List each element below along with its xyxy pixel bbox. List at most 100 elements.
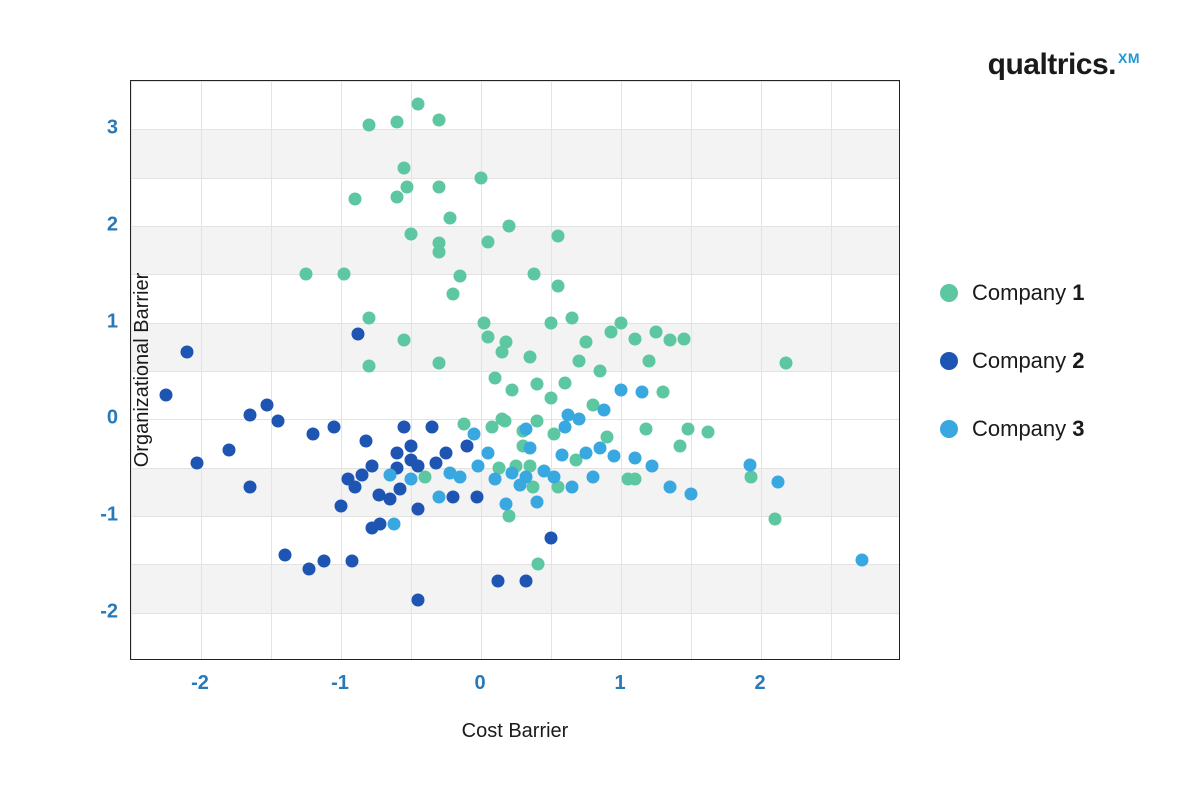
x-tick: -2 (191, 672, 209, 695)
data-point (645, 459, 658, 472)
data-point (363, 311, 376, 324)
data-point (489, 371, 502, 384)
data-point (160, 389, 173, 402)
data-point (503, 510, 516, 523)
data-point (566, 481, 579, 494)
data-point (608, 450, 621, 463)
grid-band (131, 564, 899, 612)
data-point (318, 555, 331, 568)
grid-band (131, 226, 899, 274)
grid-hline (131, 371, 899, 372)
data-point (491, 574, 504, 587)
data-point (400, 181, 413, 194)
data-point (430, 456, 443, 469)
data-point (745, 471, 758, 484)
data-point (701, 425, 714, 438)
data-point (260, 398, 273, 411)
grid-vline (271, 81, 272, 659)
data-point (475, 171, 488, 184)
grid-vline (411, 81, 412, 659)
legend-marker-icon (940, 352, 958, 370)
data-point (685, 487, 698, 500)
grid-vline (481, 81, 482, 659)
data-point (433, 113, 446, 126)
data-point (391, 191, 404, 204)
x-tick: 1 (614, 672, 625, 695)
data-point (769, 512, 782, 525)
legend-label: Company 3 (972, 416, 1085, 442)
data-point (531, 495, 544, 508)
data-point (519, 423, 532, 436)
data-point (531, 377, 544, 390)
grid-hline (131, 274, 899, 275)
data-point (461, 440, 474, 453)
data-point (412, 594, 425, 607)
grid-hline (131, 178, 899, 179)
data-point (552, 279, 565, 292)
data-point (559, 421, 572, 434)
data-point (673, 440, 686, 453)
data-point (307, 427, 320, 440)
data-point (594, 365, 607, 378)
data-point (454, 471, 467, 484)
data-point (615, 384, 628, 397)
data-point (482, 331, 495, 344)
data-point (780, 357, 793, 370)
grid-vline (341, 81, 342, 659)
data-point (573, 413, 586, 426)
data-point (552, 229, 565, 242)
data-point (433, 181, 446, 194)
data-point (573, 355, 586, 368)
data-point (629, 452, 642, 465)
data-point (398, 162, 411, 175)
grid-vline (831, 81, 832, 659)
data-point (351, 328, 364, 341)
data-point (393, 482, 406, 495)
data-point (388, 517, 401, 530)
legend: Company 1 Company 2 Company 3 (940, 280, 1085, 484)
data-point (524, 442, 537, 455)
y-tick: 3 (78, 117, 118, 140)
page: qualtrics.XM Organizational Barrier Cost… (0, 0, 1200, 800)
data-point (678, 333, 691, 346)
y-tick: -1 (78, 504, 118, 527)
data-point (605, 326, 618, 339)
grid-hline (131, 564, 899, 565)
data-point (545, 316, 558, 329)
data-point (223, 444, 236, 457)
data-point (384, 469, 397, 482)
data-point (363, 360, 376, 373)
data-point (598, 403, 611, 416)
y-tick: -2 (78, 600, 118, 623)
data-point (419, 471, 432, 484)
data-point (398, 334, 411, 347)
grid-hline (131, 81, 899, 82)
data-point (363, 118, 376, 131)
data-point (302, 563, 315, 576)
data-point (335, 500, 348, 513)
data-point (412, 503, 425, 516)
data-point (503, 220, 516, 233)
scatter-chart: Organizational Barrier Cost Barrier -2-1… (130, 80, 900, 660)
data-point (505, 466, 518, 479)
data-point (279, 548, 292, 561)
data-point (412, 459, 425, 472)
data-point (433, 490, 446, 503)
data-point (629, 473, 642, 486)
data-point (629, 333, 642, 346)
legend-label: Company 1 (972, 280, 1085, 306)
data-point (545, 532, 558, 545)
data-point (374, 517, 387, 530)
x-tick: -1 (331, 672, 349, 695)
data-point (601, 430, 614, 443)
data-point (636, 386, 649, 399)
data-point (615, 316, 628, 329)
data-point (447, 490, 460, 503)
legend-item: Company 2 (940, 348, 1085, 374)
data-point (855, 553, 868, 566)
data-point (650, 326, 663, 339)
data-point (365, 459, 378, 472)
data-point (272, 415, 285, 428)
data-point (337, 268, 350, 281)
data-point (664, 334, 677, 347)
